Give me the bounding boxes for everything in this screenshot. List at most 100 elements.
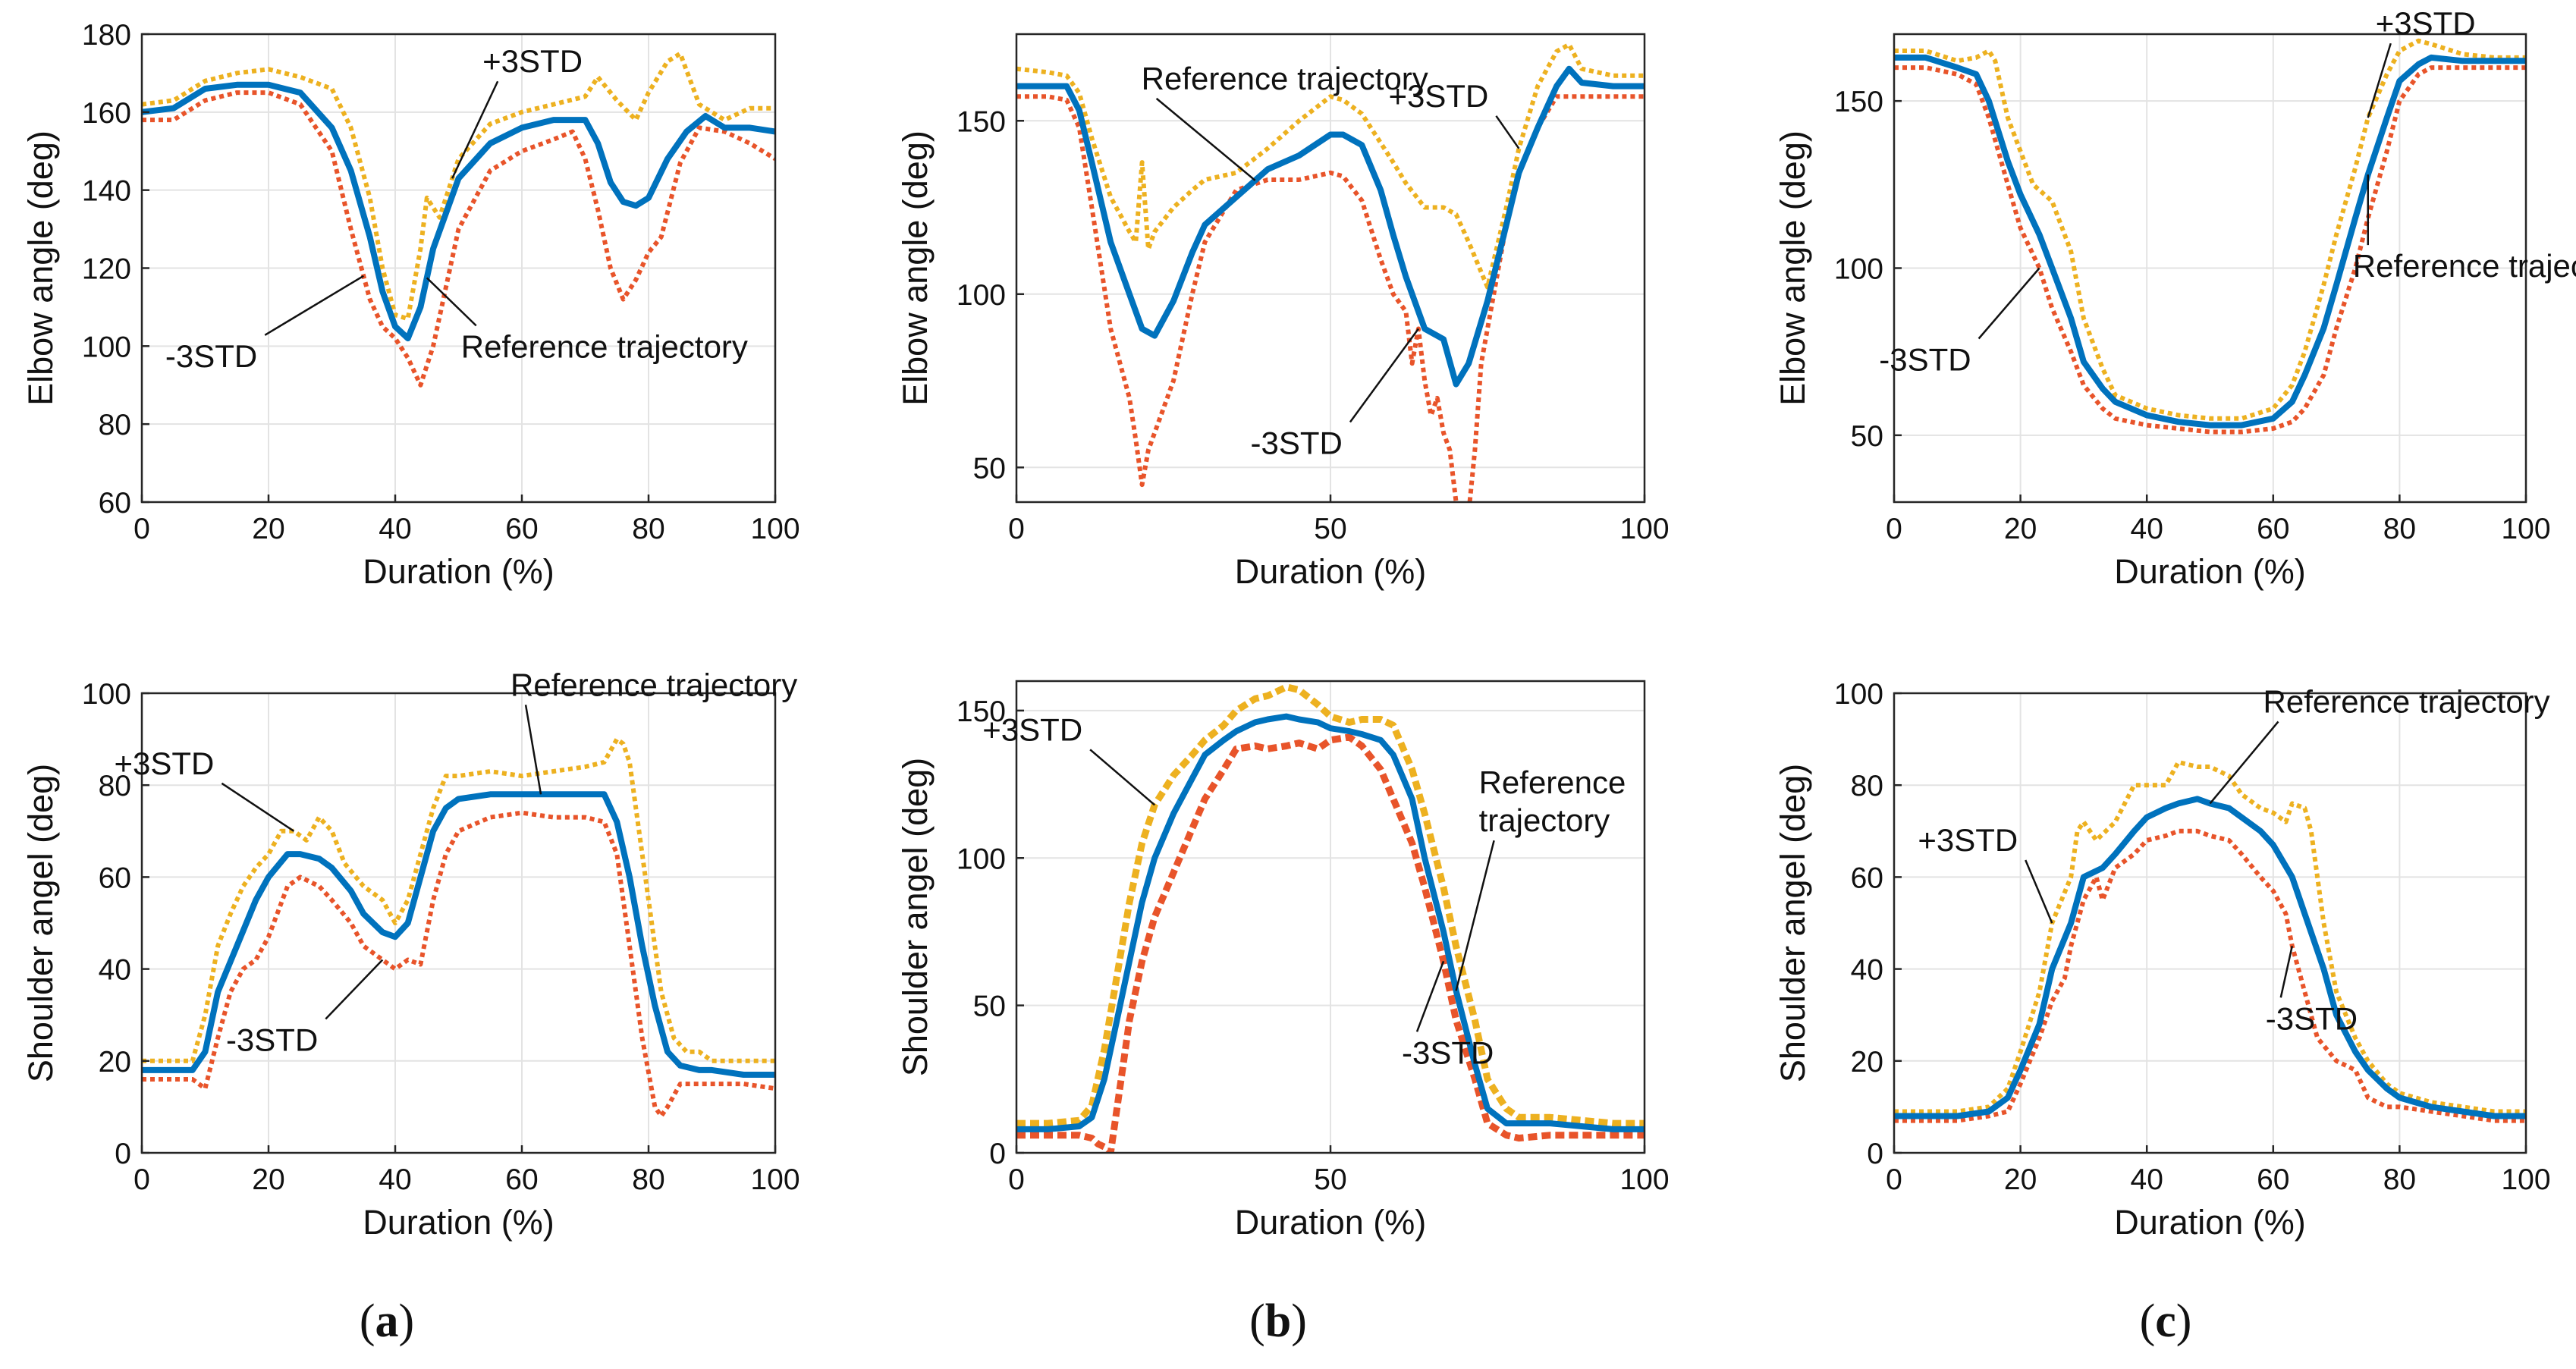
- series-line-reference: [1016, 65, 1645, 388]
- y-tick-label: 100: [957, 843, 1006, 875]
- series-line-minus: [1894, 828, 2526, 1123]
- annotation-label: +3STD: [1918, 822, 2018, 858]
- panel-label-c-open: (: [2140, 1295, 2156, 1347]
- panel-label-c-letter: c: [2155, 1295, 2176, 1347]
- y-axis-label: Elbow angle (deg): [1773, 130, 1812, 406]
- series-line-minus: [1016, 94, 1645, 502]
- svg-text:(b): (b): [1249, 1295, 1307, 1347]
- annotation-label: +3STD: [115, 746, 215, 781]
- annotation-leader: [221, 782, 295, 832]
- annotation-label: +3STD: [482, 43, 583, 79]
- axes-frame: [1893, 692, 2527, 1154]
- annotations: Reference trajectory+3STD -3STD: [1142, 61, 1520, 460]
- chart-a-shoulder: 0 20 40 60 80 100 0 20 40 60 80 100 Duration (%) Shou…: [21, 667, 800, 1242]
- x-tick-label: 80: [632, 513, 664, 545]
- ticks: 0 50 100 0 50 100 150: [957, 695, 1670, 1196]
- x-tick-label: 100: [2501, 1163, 2550, 1196]
- annotation-label: -3STD: [2266, 1000, 2358, 1036]
- annotation-leader: [1349, 328, 1419, 423]
- series-line-plus: [142, 51, 775, 322]
- x-axis-label: Duration (%): [363, 1203, 554, 1242]
- annotation-leader: [1155, 97, 1256, 181]
- panel-label-a-letter: a: [375, 1295, 399, 1347]
- panels: 0 20 40 60 80 100 60 80 100 120 140 160 180 Duration …: [21, 5, 2576, 1242]
- x-tick-label: 60: [505, 1163, 538, 1196]
- y-tick-label: 150: [957, 695, 1006, 728]
- y-tick-label: 0: [989, 1138, 1006, 1170]
- y-tick-label: 80: [99, 770, 131, 802]
- annotation-label: Reference trajectory: [1142, 61, 1428, 96]
- x-tick-label: 100: [1619, 1163, 1669, 1196]
- x-tick-label: 20: [252, 1163, 284, 1196]
- series-line-reference: [1894, 796, 2526, 1119]
- y-axis-label: Shoulder angel (deg): [21, 764, 60, 1082]
- y-axis-label: Shoulder angel (deg): [1773, 764, 1812, 1082]
- annotation-label: -3STD: [226, 1022, 318, 1057]
- annotation-leader: [1495, 115, 1520, 149]
- grid: [1893, 692, 2527, 1154]
- y-tick-label: 80: [1851, 770, 1883, 802]
- x-tick-label: 0: [1886, 513, 1902, 545]
- y-tick-label: 100: [82, 678, 131, 711]
- annotations: +3STD Reference trajectory -3STD: [115, 667, 798, 1057]
- y-tick-label: 100: [957, 279, 1006, 312]
- panel-label-c: (c): [2140, 1295, 2192, 1347]
- x-tick-label: 80: [2383, 513, 2416, 545]
- y-tick-label: 80: [99, 409, 131, 441]
- series-line-plus: [1894, 38, 2526, 421]
- x-axis-label: Duration (%): [2114, 552, 2306, 591]
- panel-label-b-open: (: [1249, 1295, 1265, 1347]
- annotation-leader: [2025, 859, 2053, 924]
- y-axis-label: Elbow angle (deg): [896, 130, 935, 406]
- series-group: [1894, 38, 2526, 435]
- panel-label-b-close: ): [1291, 1295, 1307, 1347]
- annotation-label: -3STD: [1879, 342, 1971, 378]
- y-tick-label: 150: [1834, 86, 1883, 118]
- x-tick-label: 60: [2257, 1163, 2289, 1196]
- x-axis-label: Duration (%): [363, 552, 554, 591]
- annotation-leader: [2367, 42, 2392, 118]
- x-tick-label: 0: [134, 1163, 150, 1196]
- x-tick-label: 60: [505, 513, 538, 545]
- svg-text:(a): (a): [360, 1295, 414, 1347]
- annotation-leader: [451, 80, 499, 179]
- annotations: +3STD Reference trajectory -3STD: [982, 711, 1626, 1070]
- series-line-minus: [1894, 65, 2526, 435]
- y-tick-label: 20: [1851, 1046, 1883, 1079]
- y-axis-label: Elbow angle (deg): [21, 130, 60, 406]
- annotation-leader: [1415, 960, 1445, 1032]
- annotations: +3STD -3STD Reference trajectory: [165, 43, 748, 374]
- y-tick-label: 160: [82, 97, 131, 130]
- x-tick-label: 50: [1314, 513, 1346, 545]
- x-tick-label: 40: [2131, 1163, 2163, 1196]
- series-group: [142, 51, 775, 388]
- y-tick-label: 100: [1834, 678, 1883, 711]
- y-tick-label: 60: [99, 862, 131, 894]
- x-axis-label: Duration (%): [1235, 552, 1427, 591]
- annotation-leader: [2209, 721, 2279, 805]
- annotation-label: -3STD: [1251, 425, 1343, 460]
- y-tick-label: 140: [82, 175, 131, 208]
- panel-label-a-close: ): [399, 1295, 415, 1347]
- y-tick-label: 100: [82, 331, 131, 363]
- series-line-reference: [1016, 713, 1645, 1132]
- ticks: 0 20 40 60 80 100 0 20 40 60 80 100: [1834, 678, 2551, 1196]
- y-tick-label: 60: [1851, 862, 1883, 894]
- chart-b-shoulder: 0 50 100 0 50 100 150 Duration (%) Shoulder ange…: [896, 680, 1670, 1242]
- x-tick-label: 40: [379, 513, 411, 545]
- y-tick-label: 40: [99, 954, 131, 987]
- y-tick-label: 120: [82, 253, 131, 286]
- panel-label-c-close: ): [2176, 1295, 2192, 1347]
- x-tick-label: 50: [1314, 1163, 1346, 1196]
- series-line-minus: [142, 810, 775, 1119]
- annotation-leader: [1978, 267, 2040, 340]
- x-tick-label: 100: [750, 1163, 800, 1196]
- panel-label-b-letter: b: [1265, 1295, 1291, 1347]
- annotation-label: Reference trajectory: [461, 328, 748, 364]
- series-line-plus: [1016, 42, 1645, 290]
- x-tick-label: 100: [1619, 513, 1669, 545]
- panel-label-a-open: (: [360, 1295, 375, 1347]
